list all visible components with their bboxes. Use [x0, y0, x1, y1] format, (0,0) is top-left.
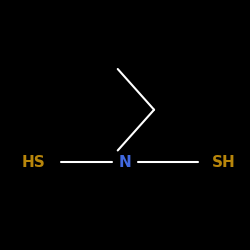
Text: SH: SH — [212, 154, 236, 170]
Text: N: N — [119, 154, 132, 170]
Text: HS: HS — [21, 154, 45, 170]
